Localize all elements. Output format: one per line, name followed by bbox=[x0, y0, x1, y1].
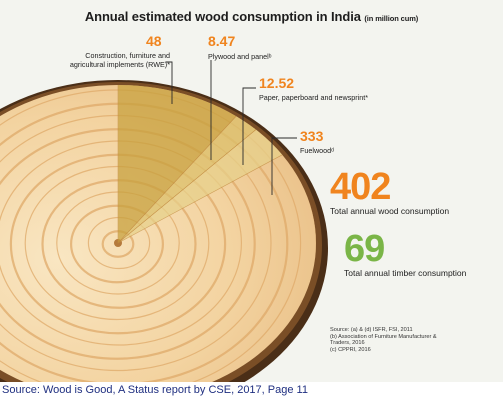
growth-ring bbox=[0, 128, 256, 360]
chart-title: Annual estimated wood consumption in Ind… bbox=[84, 9, 419, 24]
growth-ring bbox=[69, 204, 165, 284]
slice-label-plywood: Plywood and panelᵇ bbox=[208, 52, 272, 61]
growth-ring bbox=[24, 165, 210, 321]
value-label-plywood: 8.47 bbox=[208, 33, 236, 49]
slice-label-construction: Construction, furniture and agricultural… bbox=[69, 51, 170, 69]
slice-label-paper: Paper, paperboard and newsprint* bbox=[259, 93, 369, 102]
slice-construction bbox=[117, 85, 296, 244]
title-unit: (in million cum) bbox=[364, 14, 419, 23]
growth-ring bbox=[0, 89, 302, 382]
total-wood-value: 402 bbox=[330, 166, 391, 208]
leader-fuelwood bbox=[271, 137, 297, 195]
sources-note: Source: (a) & (d) ISFR, FSI, 2011 (b) As… bbox=[330, 327, 437, 353]
leader-paper bbox=[242, 87, 256, 165]
total-timber-label: Total annual timber consumption bbox=[344, 268, 467, 278]
source-caption: Source: Wood is Good, A Status report by… bbox=[2, 384, 308, 396]
value-label-paper: 12.52 bbox=[259, 75, 295, 91]
value-label-construction: 48 bbox=[146, 33, 162, 49]
wood-chart bbox=[0, 60, 328, 382]
infographic-frame: Annual estimated wood consumption in Ind… bbox=[0, 0, 503, 382]
value-label-fuelwood: 333 bbox=[300, 128, 324, 144]
total-wood-label: Total annual wood consumption bbox=[330, 206, 450, 216]
leader-construction bbox=[166, 61, 173, 104]
slice-label-fuelwood: Fuelwoodᵈ bbox=[300, 146, 334, 155]
total-timber-value: 69 bbox=[344, 228, 385, 270]
